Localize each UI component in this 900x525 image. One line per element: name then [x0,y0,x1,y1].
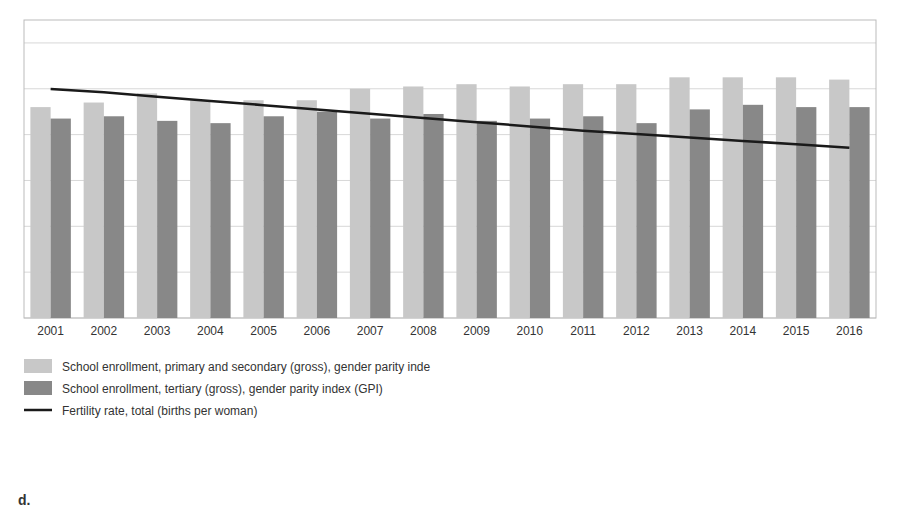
x-tick-label: 2001 [37,324,64,338]
x-tick-label: 2014 [730,324,757,338]
bar [510,86,530,318]
legend-swatch [24,409,52,412]
x-tick-label: 2005 [250,324,277,338]
bar [456,84,476,318]
x-tick-label: 2012 [623,324,650,338]
x-tick-label: 2004 [197,324,224,338]
bar [317,112,337,318]
bar [157,121,177,318]
bar [104,116,124,318]
bar [743,105,763,318]
bar [563,84,583,318]
bar [243,100,263,318]
bar [84,103,104,318]
legend-swatch [24,381,52,395]
bar [776,77,796,318]
legend-label: School enrollment, tertiary (gross), gen… [62,382,383,396]
bar [530,119,550,318]
bar [796,107,816,318]
footnote: d. [18,492,30,508]
x-tick-label: 2015 [783,324,810,338]
bar [30,107,50,318]
bar [669,77,689,318]
legend-swatch [24,359,52,373]
legend-label: School enrollment, primary and secondary… [62,360,431,374]
x-tick-label: 2008 [410,324,437,338]
legend: School enrollment, primary and secondary… [24,359,431,418]
bar [477,121,497,318]
bar [583,116,603,318]
bar [690,109,710,318]
x-tick-label: 2016 [836,324,863,338]
bar [210,123,230,318]
grid-line [24,42,876,43]
plot-frame [24,20,876,318]
bar [403,86,423,318]
x-tick-label: 2002 [91,324,118,338]
x-tick-label: 2011 [570,324,596,338]
bar [636,123,656,318]
marks [30,77,869,318]
bar [849,107,869,318]
bar [264,116,284,318]
bar [350,89,370,318]
grid-line [24,88,876,89]
bar [423,114,443,318]
bar [51,119,71,318]
bar [297,100,317,318]
chart: 2001 2002 2003 2004 2005 2006 2007 2008 2009 2010… [0,0,900,525]
x-tick-label: 2010 [517,324,544,338]
x-tick-label: 2013 [676,324,703,338]
bar [829,80,849,318]
bar [190,100,210,318]
x-tick-label: 2003 [144,324,171,338]
x-tick-label: 2006 [304,324,331,338]
bar [616,84,636,318]
x-tick-label: 2009 [463,324,490,338]
x-tick-label: 2007 [357,324,384,338]
bar [137,93,157,318]
bar [370,119,390,318]
line [51,89,850,148]
grid [24,43,876,318]
bar [723,77,743,318]
legend-label: Fertility rate, total (births per woman) [62,404,257,418]
